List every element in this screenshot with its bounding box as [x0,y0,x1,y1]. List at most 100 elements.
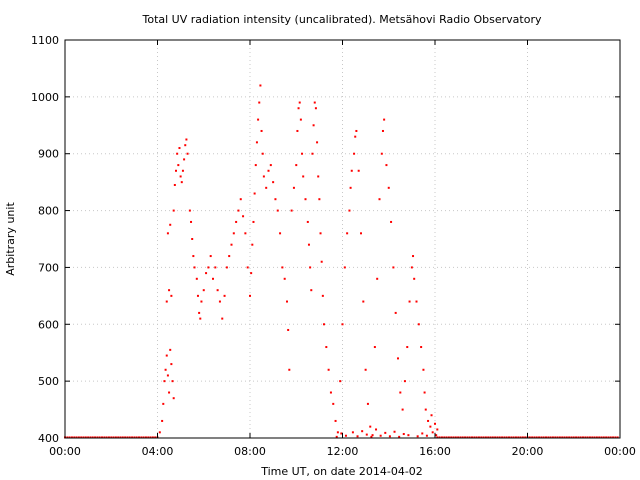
baseline-point [591,436,594,439]
baseline-point [614,436,617,439]
data-point [235,220,238,223]
data-point [410,266,413,269]
x-tick-label: 12:00 [327,445,359,458]
y-tick-label: 1100 [31,34,59,47]
baseline-point [593,436,596,439]
baseline-point [128,436,131,439]
data-point [255,141,258,144]
baseline-point [503,436,506,439]
data-point [425,434,428,437]
data-point [254,164,257,167]
baseline-point [454,436,457,439]
baseline-point [577,436,580,439]
data-point [334,419,337,422]
baseline-point [489,436,492,439]
data-point [239,198,242,201]
plot-frame [64,39,621,439]
data-point [313,101,316,104]
data-point [168,391,171,394]
data-point [184,144,187,147]
baseline-point [131,436,134,439]
data-point [422,368,425,371]
baseline-point [80,436,83,439]
baseline-point [549,436,552,439]
x-tick-label: 08:00 [234,445,266,458]
data-point [332,402,335,405]
data-point [249,294,251,297]
data-point [415,300,418,303]
x-tick-label: 00:00 [604,445,636,458]
data-point [431,431,434,434]
baseline-point [609,436,612,439]
data-point [186,152,189,155]
data-point [378,198,381,201]
data-point [176,152,179,155]
data-point [262,175,265,178]
data-point [351,431,354,434]
data-point [296,129,299,132]
data-point [272,181,275,184]
data-point [170,294,173,297]
data-point [216,289,219,292]
baseline-point [149,436,152,439]
y-tick-label: 400 [38,432,59,445]
data-point [388,435,391,438]
data-point [306,220,309,223]
data-point [290,209,293,212]
data-point [393,430,396,433]
baseline-point [464,436,467,439]
baseline-point [438,436,441,439]
grid [65,40,620,438]
baseline-point [142,436,145,439]
data-point [311,152,314,155]
baseline-point [445,436,448,439]
data-point [376,277,379,280]
data-point [287,328,290,331]
baseline-point [77,436,80,439]
data-point [379,434,382,437]
data-point [366,402,369,405]
data-point [344,434,347,437]
tick-labels: 00:00 04:00 08:00 12:00 16:00 20:00 00:0040050… [31,34,636,458]
data-point [185,138,188,141]
data-point [361,430,364,433]
data-point [369,425,372,428]
baseline-point [588,436,591,439]
baseline-point [473,436,476,439]
data-point [193,266,196,269]
data-point [343,266,346,269]
baseline-point [570,436,573,439]
data-point [421,432,424,435]
data-point [394,311,397,314]
data-point [356,435,359,438]
baseline-point [524,436,527,439]
baseline-point [477,436,480,439]
data-point [301,152,304,155]
data-point [412,255,415,258]
data-point [397,357,399,360]
data-point [365,433,368,436]
baseline-point [440,436,443,439]
baseline-point [126,436,129,439]
x-tick-label: 20:00 [512,445,544,458]
data-point [267,169,270,172]
data-point [230,243,233,246]
data-point [242,215,245,218]
baseline-point [551,436,554,439]
data-point [274,198,277,201]
baseline-point [538,436,541,439]
baseline-point [501,436,504,439]
data-point [165,354,168,357]
baseline-point [117,436,120,439]
data-point [427,419,430,422]
y-tick-label: 900 [38,148,59,161]
data-point [259,84,262,87]
data-point [205,272,208,275]
baseline-point [480,436,483,439]
data-point [318,198,321,201]
baseline-point [144,436,147,439]
data-point [353,152,356,155]
baseline-point [547,436,550,439]
baseline-point [600,436,603,439]
data-point [158,431,161,434]
